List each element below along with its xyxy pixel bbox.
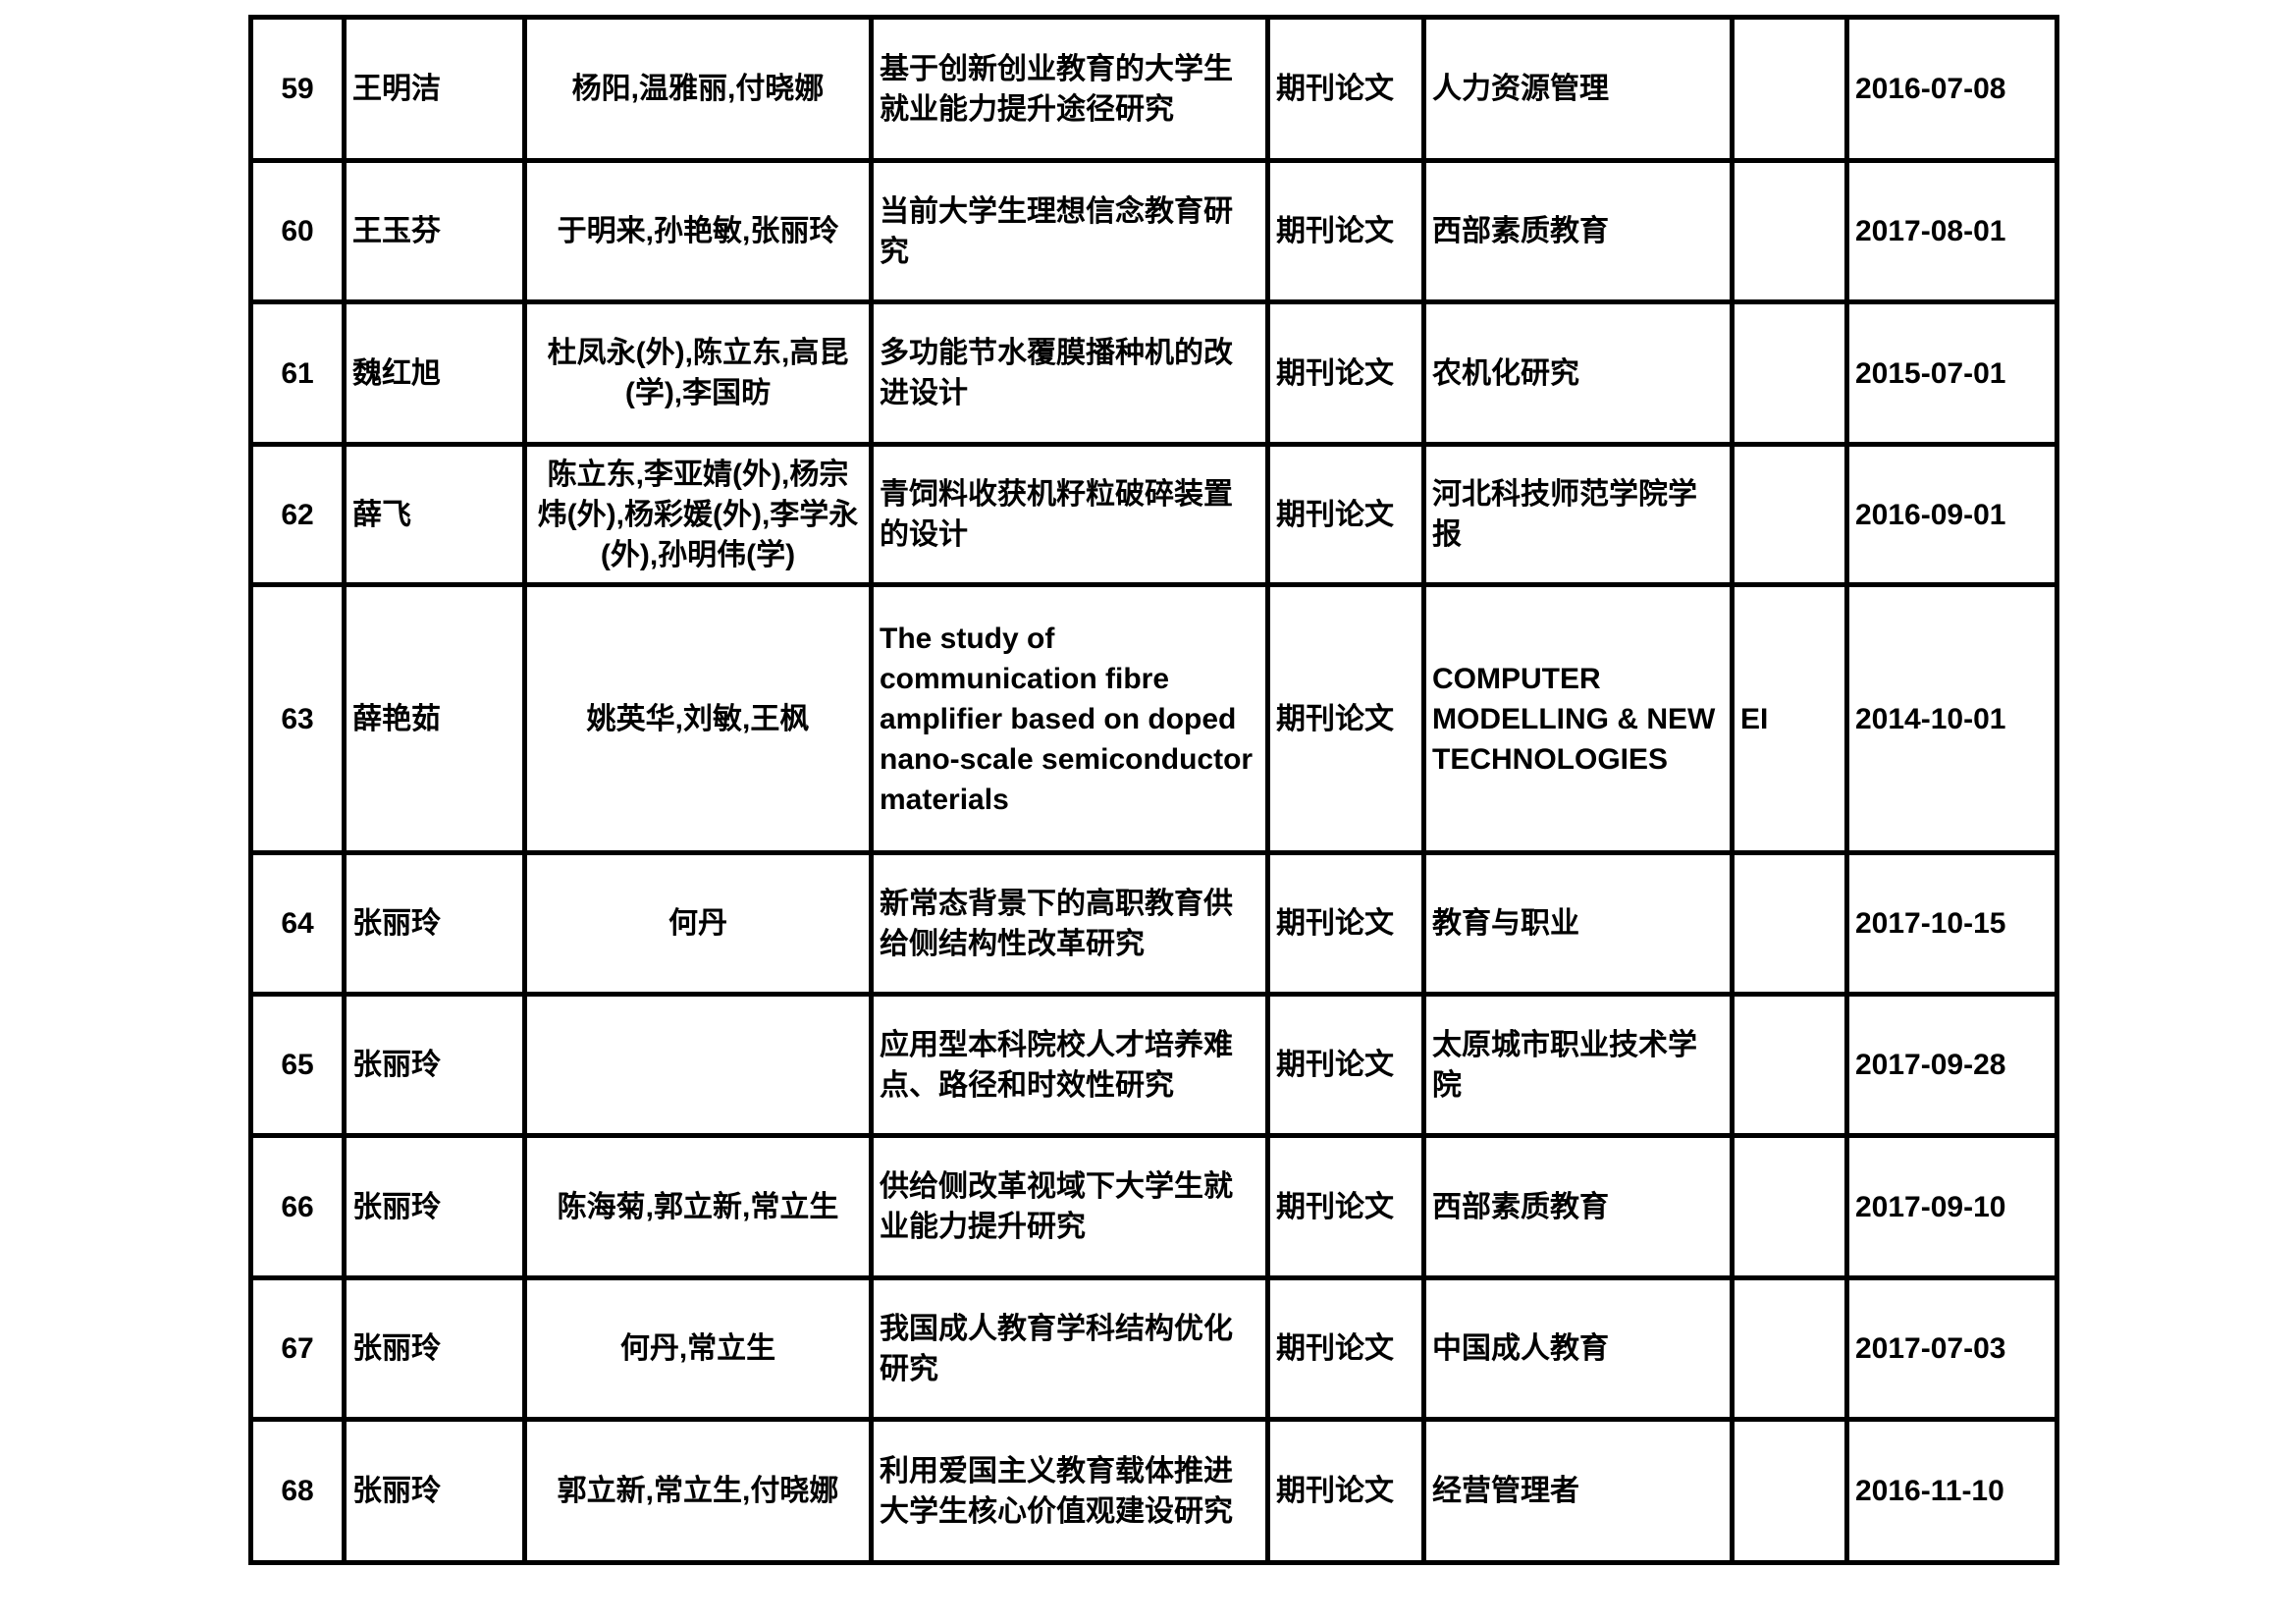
- cell-journal: 人力资源管理: [1421, 15, 1735, 163]
- cell-journal: 农机化研究: [1421, 299, 1735, 447]
- cell-number: 60: [248, 158, 347, 304]
- cell-author: 薛飞: [342, 442, 527, 587]
- cell-index: [1730, 158, 1849, 304]
- cell-type: 期刊论文: [1265, 850, 1426, 997]
- cell-date: 2016-09-01: [1844, 442, 2059, 587]
- cell-author: 王玉芬: [342, 158, 527, 304]
- cell-type: 期刊论文: [1265, 299, 1426, 447]
- cell-index: [1730, 442, 1849, 587]
- cell-journal: 河北科技师范学院学报: [1421, 442, 1735, 587]
- cell-coauthors: 何丹,常立生: [522, 1275, 874, 1422]
- table-row: 61 魏红旭 杜凤永(外),陈立东,高昆(学),李国昉 多功能节水覆膜播种机的改…: [248, 299, 2059, 447]
- cell-date: 2016-07-08: [1844, 15, 2059, 163]
- cell-coauthors: 于明来,孙艳敏,张丽玲: [522, 158, 874, 304]
- table-row: 66 张丽玲 陈海菊,郭立新,常立生 供给侧改革视域下大学生就业能力提升研究 期…: [248, 1133, 2059, 1280]
- cell-index: [1730, 992, 1849, 1138]
- cell-date: 2017-07-03: [1844, 1275, 2059, 1422]
- cell-coauthors: 陈海菊,郭立新,常立生: [522, 1133, 874, 1280]
- cell-number: 66: [248, 1133, 347, 1280]
- cell-title: 应用型本科院校人才培养难点、路径和时效性研究: [869, 992, 1270, 1138]
- cell-type: 期刊论文: [1265, 1133, 1426, 1280]
- cell-journal: 西部素质教育: [1421, 158, 1735, 304]
- cell-type: 期刊论文: [1265, 442, 1426, 587]
- papers-table: 59 王明洁 杨阳,温雅丽,付晓娜 基于创新创业教育的大学生就业能力提升途径研究…: [248, 15, 2059, 1565]
- cell-coauthors: [522, 992, 874, 1138]
- cell-title: 当前大学生理想信念教育研究: [869, 158, 1270, 304]
- cell-journal: 教育与职业: [1421, 850, 1735, 997]
- cell-index: [1730, 1133, 1849, 1280]
- cell-date: 2017-09-28: [1844, 992, 2059, 1138]
- cell-number: 65: [248, 992, 347, 1138]
- cell-author: 张丽玲: [342, 1275, 527, 1422]
- cell-title: The study of communication fibre amplifi…: [869, 582, 1270, 855]
- cell-index: [1730, 1417, 1849, 1565]
- cell-title: 青饲料收获机籽粒破碎装置的设计: [869, 442, 1270, 587]
- table-row: 63 薛艳茹 姚英华,刘敏,王枫 The study of communicat…: [248, 582, 2059, 855]
- cell-title: 多功能节水覆膜播种机的改进设计: [869, 299, 1270, 447]
- cell-type: 期刊论文: [1265, 582, 1426, 855]
- table-row: 67 张丽玲 何丹,常立生 我国成人教育学科结构优化研究 期刊论文 中国成人教育…: [248, 1275, 2059, 1422]
- cell-number: 68: [248, 1417, 347, 1565]
- cell-date: 2017-10-15: [1844, 850, 2059, 997]
- cell-date: 2017-09-10: [1844, 1133, 2059, 1280]
- cell-journal: COMPUTER MODELLING & NEW TECHNOLOGIES: [1421, 582, 1735, 855]
- cell-journal: 太原城市职业技术学院: [1421, 992, 1735, 1138]
- cell-title: 利用爱国主义教育载体推进大学生核心价值观建设研究: [869, 1417, 1270, 1565]
- cell-type: 期刊论文: [1265, 15, 1426, 163]
- cell-journal: 中国成人教育: [1421, 1275, 1735, 1422]
- cell-author: 薛艳茹: [342, 582, 527, 855]
- cell-index: [1730, 850, 1849, 997]
- cell-number: 62: [248, 442, 347, 587]
- cell-coauthors: 郭立新,常立生,付晓娜: [522, 1417, 874, 1565]
- table-row: 62 薛飞 陈立东,李亚婧(外),杨宗炜(外),杨彩媛(外),李学永(外),孙明…: [248, 442, 2059, 587]
- table-row: 65 张丽玲 应用型本科院校人才培养难点、路径和时效性研究 期刊论文 太原城市职…: [248, 992, 2059, 1138]
- cell-index: [1730, 15, 1849, 163]
- cell-author: 张丽玲: [342, 992, 527, 1138]
- cell-author: 王明洁: [342, 15, 527, 163]
- table-row: 68 张丽玲 郭立新,常立生,付晓娜 利用爱国主义教育载体推进大学生核心价值观建…: [248, 1417, 2059, 1565]
- cell-date: 2015-07-01: [1844, 299, 2059, 447]
- cell-type: 期刊论文: [1265, 1275, 1426, 1422]
- cell-title: 我国成人教育学科结构优化研究: [869, 1275, 1270, 1422]
- cell-type: 期刊论文: [1265, 158, 1426, 304]
- cell-author: 张丽玲: [342, 1133, 527, 1280]
- cell-number: 59: [248, 15, 347, 163]
- cell-coauthors: 姚英华,刘敏,王枫: [522, 582, 874, 855]
- cell-author: 张丽玲: [342, 1417, 527, 1565]
- cell-journal: 西部素质教育: [1421, 1133, 1735, 1280]
- cell-coauthors: 杜凤永(外),陈立东,高昆(学),李国昉: [522, 299, 874, 447]
- cell-journal: 经营管理者: [1421, 1417, 1735, 1565]
- cell-title: 基于创新创业教育的大学生就业能力提升途径研究: [869, 15, 1270, 163]
- table-row: 60 王玉芬 于明来,孙艳敏,张丽玲 当前大学生理想信念教育研究 期刊论文 西部…: [248, 158, 2059, 304]
- cell-index: [1730, 299, 1849, 447]
- cell-number: 63: [248, 582, 347, 855]
- cell-number: 67: [248, 1275, 347, 1422]
- cell-date: 2017-08-01: [1844, 158, 2059, 304]
- table-row: 59 王明洁 杨阳,温雅丽,付晓娜 基于创新创业教育的大学生就业能力提升途径研究…: [248, 15, 2059, 163]
- cell-title: 供给侧改革视域下大学生就业能力提升研究: [869, 1133, 1270, 1280]
- cell-coauthors: 何丹: [522, 850, 874, 997]
- table-row: 64 张丽玲 何丹 新常态背景下的高职教育供给侧结构性改革研究 期刊论文 教育与…: [248, 850, 2059, 997]
- cell-index: EI: [1730, 582, 1849, 855]
- cell-date: 2014-10-01: [1844, 582, 2059, 855]
- cell-date: 2016-11-10: [1844, 1417, 2059, 1565]
- cell-number: 61: [248, 299, 347, 447]
- cell-coauthors: 陈立东,李亚婧(外),杨宗炜(外),杨彩媛(外),李学永(外),孙明伟(学): [522, 442, 874, 587]
- cell-coauthors: 杨阳,温雅丽,付晓娜: [522, 15, 874, 163]
- cell-title: 新常态背景下的高职教育供给侧结构性改革研究: [869, 850, 1270, 997]
- cell-index: [1730, 1275, 1849, 1422]
- cell-author: 魏红旭: [342, 299, 527, 447]
- cell-type: 期刊论文: [1265, 992, 1426, 1138]
- cell-type: 期刊论文: [1265, 1417, 1426, 1565]
- cell-author: 张丽玲: [342, 850, 527, 997]
- cell-number: 64: [248, 850, 347, 997]
